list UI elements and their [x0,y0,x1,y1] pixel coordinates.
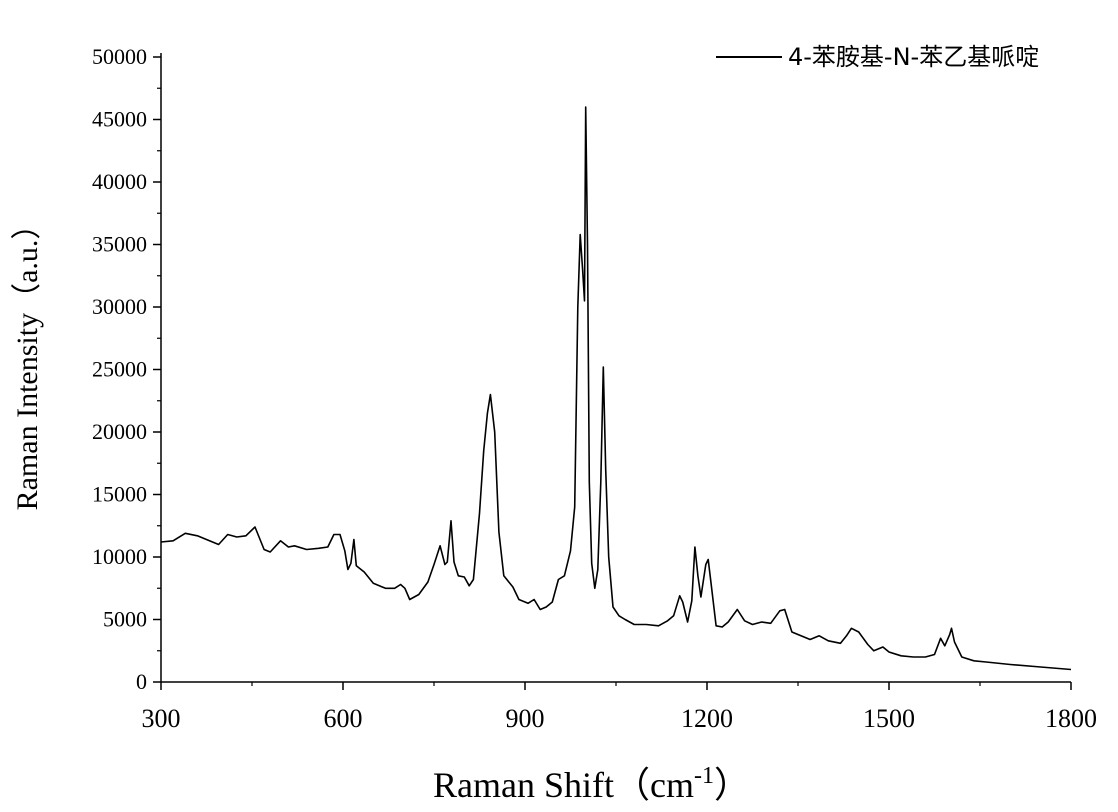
y-tick-label: 20000 [92,419,147,444]
y-tick-label: 45000 [92,107,147,132]
y-tick-label: 15000 [92,482,147,507]
y-axis: 0 5000 10000 15000 20000 25000 30000 35000 40000… [92,44,161,694]
x-axis-title-main: Raman Shift（cm [433,765,694,805]
y-tick-label: 5000 [103,607,147,632]
spectrum-series-line [160,106,1072,671]
series-layer [160,106,1072,671]
x-axis: 300 600 900 1200 1500 1800 [142,682,1097,733]
y-tick-label: 50000 [92,44,147,69]
legend-label: 4-苯胺基-N-苯乙基哌啶 [788,43,1039,71]
y-axis-title: Raman Intensity（a.u.） [11,210,44,511]
x-tick-label: 1200 [681,704,733,733]
x-tick-label: 900 [506,704,545,733]
y-tick-label: 10000 [92,544,147,569]
y-tick-label: 30000 [92,294,147,319]
y-tick-label: 25000 [92,357,147,382]
y-tick-label: 0 [136,669,147,694]
plot-area [160,53,1071,683]
y-tick-label: 35000 [92,232,147,257]
x-axis-title-close: ） [714,765,750,805]
x-tick-label: 1500 [863,704,915,733]
x-axis-title: Raman Shift（cm-1） [433,763,750,805]
y-tick-label: 40000 [92,169,147,194]
x-axis-title-superscript: -1 [694,763,714,789]
x-tick-label: 1800 [1045,704,1097,733]
x-tick-label: 300 [142,704,181,733]
legend: 4-苯胺基-N-苯乙基哌啶 [716,43,1039,71]
x-tick-label: 600 [324,704,363,733]
